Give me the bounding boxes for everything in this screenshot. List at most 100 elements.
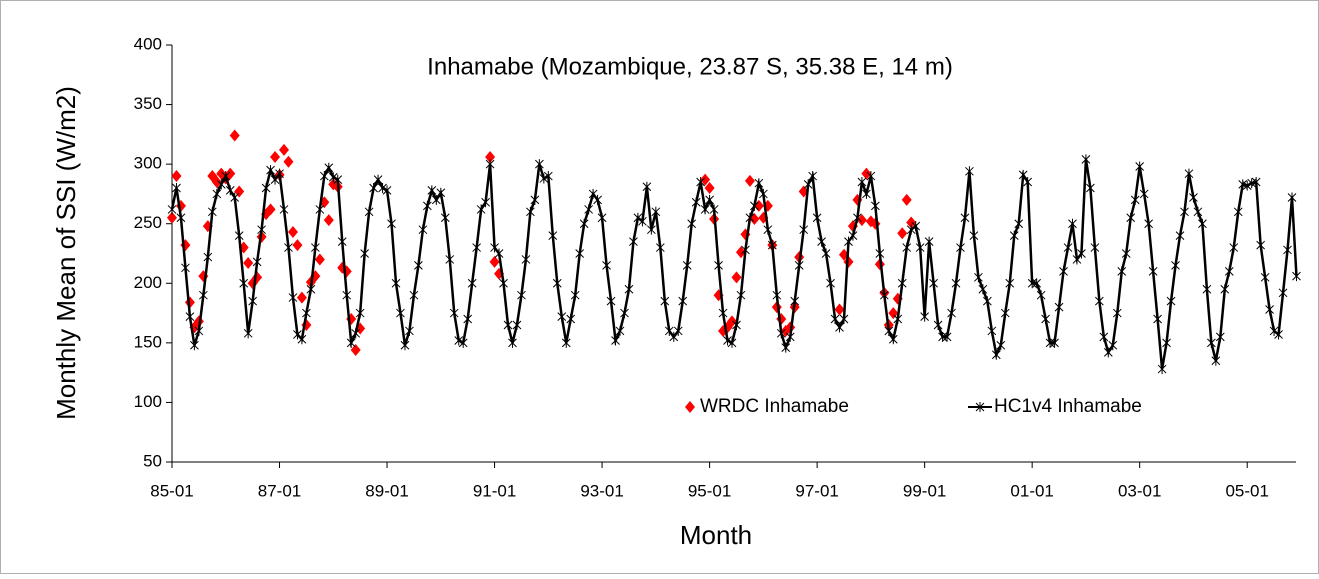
- data-point: [1220, 284, 1230, 295]
- data-point: [678, 296, 688, 307]
- data-point: [956, 242, 965, 253]
- data-point: [350, 344, 361, 357]
- data-point: [494, 248, 504, 259]
- data-point: [449, 308, 459, 319]
- data-point: [1072, 254, 1082, 265]
- data-point: [199, 290, 208, 301]
- data-point: [1023, 177, 1033, 188]
- data-point: [844, 236, 853, 247]
- data-point: [901, 193, 912, 206]
- data-point: [1278, 287, 1288, 298]
- x-tick-label: 97-01: [795, 481, 838, 500]
- data-point: [521, 254, 531, 265]
- data-point: [503, 319, 513, 330]
- data-point: [423, 200, 432, 211]
- data-point: [951, 278, 961, 289]
- data-point: [664, 325, 674, 336]
- data-point: [247, 277, 258, 290]
- data-point: [597, 212, 607, 223]
- data-point: [897, 278, 907, 289]
- data-point: [682, 260, 692, 271]
- data-point: [759, 188, 768, 199]
- data-point: [1068, 218, 1077, 229]
- data-point: [776, 328, 786, 339]
- data-point: [736, 290, 746, 301]
- data-point: [602, 260, 611, 271]
- data-point: [763, 224, 773, 235]
- data-point: [1108, 340, 1118, 351]
- data-point: [454, 335, 464, 346]
- data-point: [440, 212, 450, 223]
- data-point: [211, 176, 222, 189]
- data-point: [1027, 278, 1037, 289]
- data-point: [700, 204, 710, 215]
- data-point: [848, 230, 858, 241]
- data-point: [1256, 240, 1265, 251]
- data-point: [508, 337, 517, 348]
- data-point: [1224, 266, 1234, 277]
- data-point: [996, 340, 1006, 351]
- data-point: [584, 204, 593, 215]
- data-point: [709, 204, 719, 215]
- data-point: [337, 236, 347, 247]
- data-point: [1117, 266, 1127, 277]
- data-point: [987, 325, 997, 336]
- x-tick-label: 93-01: [580, 481, 623, 500]
- data-point: [328, 172, 338, 183]
- data-point: [261, 182, 271, 193]
- data-point: [808, 171, 817, 182]
- data-point: [888, 334, 898, 345]
- data-point: [1260, 272, 1270, 283]
- data-point: [767, 240, 777, 251]
- legend-label: WRDC Inhamabe: [700, 396, 849, 417]
- y-tick-label: 200: [134, 273, 162, 292]
- data-point: [427, 185, 437, 196]
- data-point: [1000, 308, 1010, 319]
- data-point: [799, 224, 809, 235]
- data-point: [1086, 182, 1095, 193]
- x-tick-label: 85-01: [150, 481, 193, 500]
- data-point: [781, 342, 791, 353]
- data-point: [1180, 206, 1189, 217]
- data-point: [875, 248, 885, 259]
- data-point: [436, 187, 446, 198]
- data-point: [181, 262, 190, 273]
- data-point: [1077, 248, 1086, 259]
- data-point: [915, 242, 925, 253]
- data-point: [324, 162, 334, 173]
- data-point: [1215, 331, 1225, 342]
- data-point: [265, 203, 276, 216]
- data-point: [879, 290, 889, 301]
- data-point: [615, 325, 625, 336]
- data-point: [1189, 192, 1198, 203]
- data-point: [691, 197, 701, 208]
- data-point: [185, 311, 195, 322]
- x-tick-label: 99-01: [903, 481, 946, 500]
- data-point: [176, 212, 186, 223]
- data-point: [857, 177, 867, 188]
- data-point: [933, 319, 943, 330]
- data-point: [302, 308, 311, 319]
- data-point: [489, 255, 500, 268]
- data-point: [1103, 347, 1113, 358]
- x-tick-label: 03-01: [1118, 481, 1161, 500]
- data-point: [1207, 337, 1216, 348]
- data-point: [839, 314, 849, 325]
- data-point: [1269, 325, 1279, 336]
- data-point: [929, 278, 938, 289]
- data-point: [409, 290, 419, 301]
- data-point: [803, 179, 813, 190]
- data-point: [167, 204, 177, 215]
- data-point: [1041, 314, 1050, 325]
- y-tick-label: 50: [143, 451, 162, 470]
- data-point: [287, 226, 298, 239]
- data-point: [543, 171, 553, 182]
- data-point: [1135, 161, 1145, 172]
- data-point: [405, 325, 414, 336]
- data-point: [311, 242, 320, 253]
- data-point: [745, 212, 755, 223]
- data-point: [566, 314, 576, 325]
- data-point: [655, 242, 665, 253]
- data-point: [660, 296, 670, 307]
- data-point: [1251, 177, 1261, 188]
